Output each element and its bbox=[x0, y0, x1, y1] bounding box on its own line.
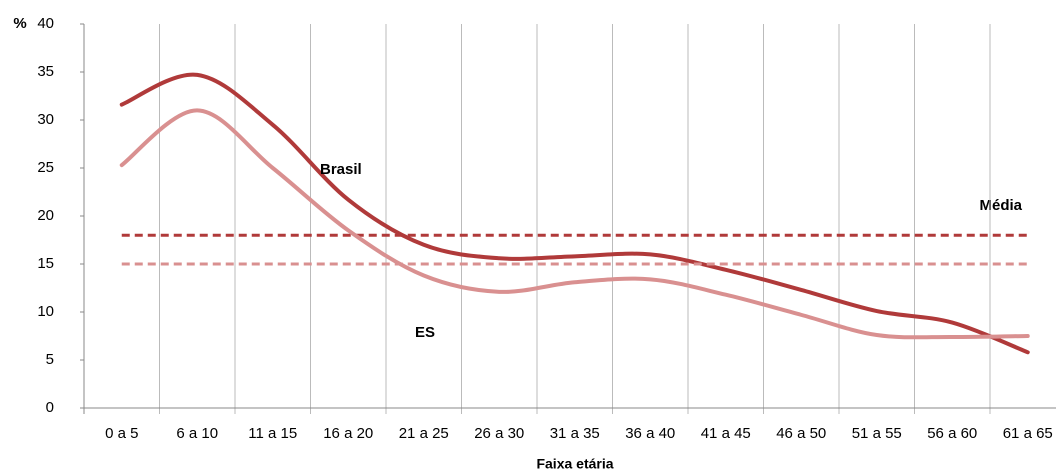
y-tick-label: 15 bbox=[37, 255, 54, 272]
y-tick-label: 30 bbox=[37, 111, 54, 128]
x-tick-label: 61 a 65 bbox=[1003, 425, 1053, 442]
y-tick-label: 5 bbox=[46, 351, 54, 368]
x-tick-label: 21 a 25 bbox=[399, 425, 449, 442]
x-tick-label: 51 a 55 bbox=[852, 425, 902, 442]
x-tick-label: 26 a 30 bbox=[474, 425, 524, 442]
y-tick-label: 20 bbox=[37, 207, 54, 224]
x-tick-label: 11 a 15 bbox=[248, 425, 297, 442]
series-line bbox=[119, 72, 1030, 355]
x-tick-label: 46 a 50 bbox=[776, 425, 826, 442]
mean-label: Média bbox=[979, 197, 1022, 214]
y-axis-label: % bbox=[13, 15, 26, 32]
x-axis-label: Faixa etária bbox=[536, 456, 613, 472]
x-tick-label: 31 a 35 bbox=[550, 425, 600, 442]
y-tick-label: 10 bbox=[37, 303, 54, 320]
x-tick-label: 0 a 5 bbox=[105, 425, 138, 442]
y-tick-label: 35 bbox=[37, 63, 54, 80]
series-line bbox=[119, 108, 1030, 340]
x-tick-label: 41 a 45 bbox=[701, 425, 751, 442]
x-tick-label: 36 a 40 bbox=[625, 425, 675, 442]
series-label: ES bbox=[415, 324, 435, 341]
series-label: Brasil bbox=[320, 161, 362, 178]
y-tick-label: 25 bbox=[37, 159, 54, 176]
x-tick-label: 6 a 10 bbox=[176, 425, 218, 442]
y-tick-label: 40 bbox=[37, 15, 54, 32]
x-tick-label: 16 a 20 bbox=[323, 425, 373, 442]
x-tick-label: 56 a 60 bbox=[927, 425, 977, 442]
y-tick-label: 0 bbox=[46, 399, 54, 416]
